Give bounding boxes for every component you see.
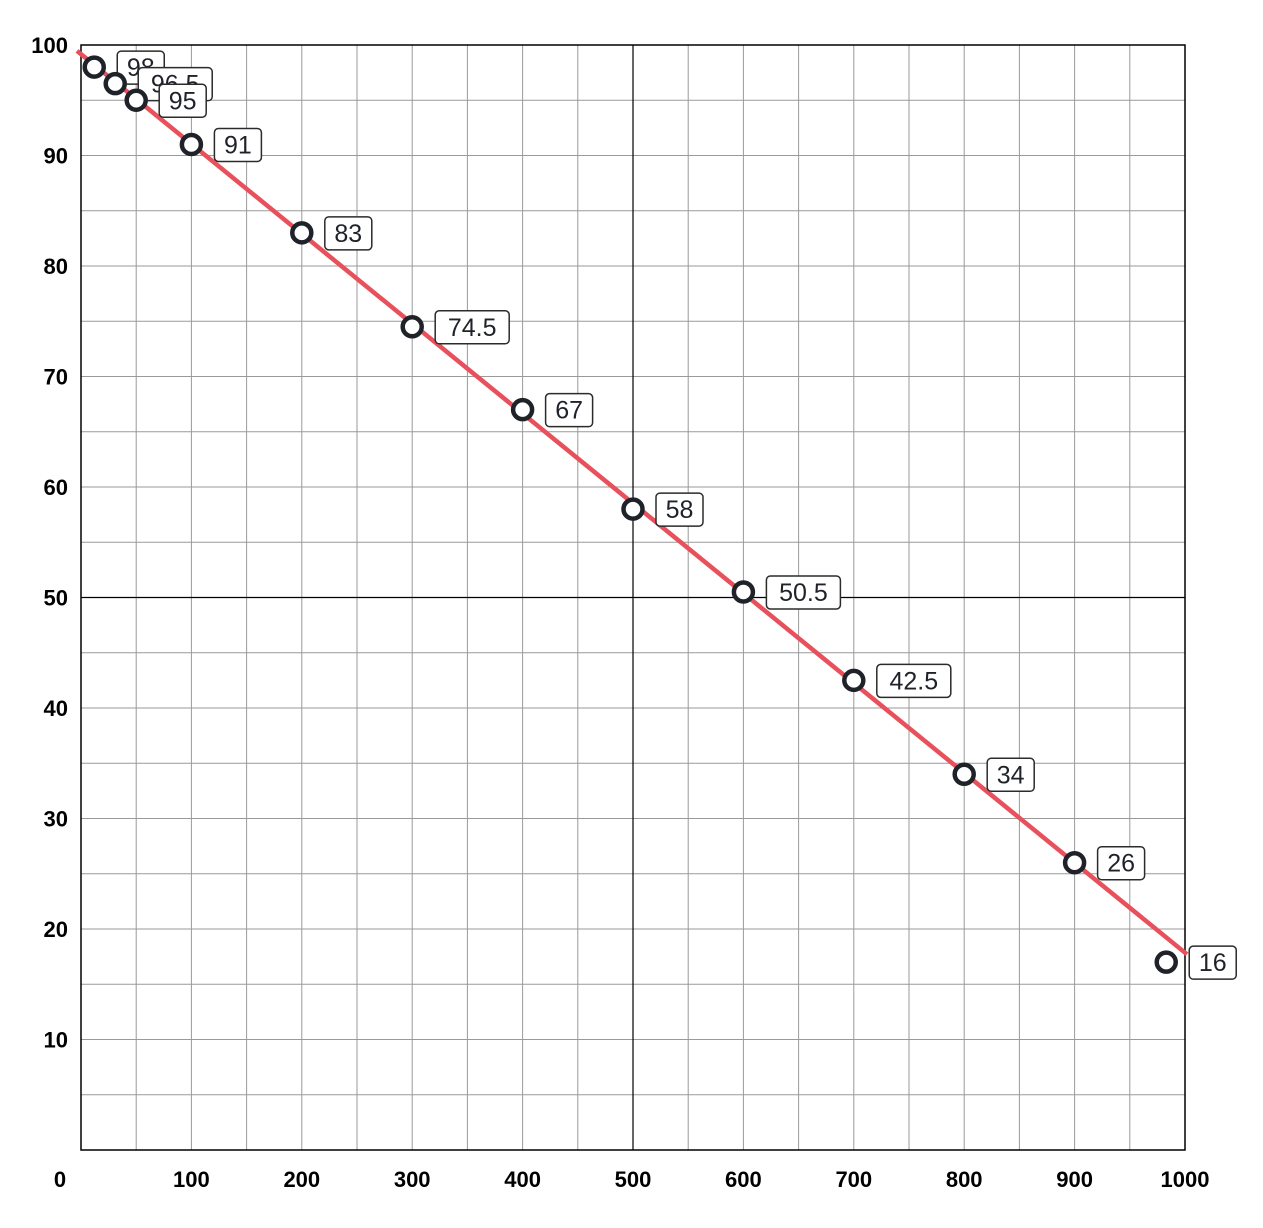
data-label-box xyxy=(986,757,1035,793)
data-label: 42.5 xyxy=(876,663,952,699)
data-label: 95 xyxy=(158,83,207,118)
data-label: 58 xyxy=(655,492,704,527)
data-label: 34 xyxy=(986,757,1035,793)
data-label-box xyxy=(1096,845,1146,881)
x-tick-label: 400 xyxy=(504,1167,541,1192)
x-tick-label: 900 xyxy=(1056,1167,1093,1192)
x-tick-label: 600 xyxy=(725,1167,762,1192)
data-label: 26 xyxy=(1096,845,1146,881)
y-tick-label: 50 xyxy=(44,586,68,611)
data-point xyxy=(510,397,535,422)
y-tick-label: 80 xyxy=(44,254,68,279)
data-label-text: 91 xyxy=(224,131,252,159)
data-label-box xyxy=(324,216,373,251)
y-tick-label: 60 xyxy=(44,475,68,500)
y-tick-label: 90 xyxy=(44,144,68,169)
data-label-box xyxy=(544,392,594,428)
x-tick-label: 0 xyxy=(54,1167,66,1192)
x-tick-label: 200 xyxy=(283,1167,320,1192)
plot-frame xyxy=(80,44,1186,1151)
data-point xyxy=(731,580,756,604)
data-label-text: 34 xyxy=(997,761,1025,789)
data-label-text: 26 xyxy=(1107,850,1135,878)
data-point xyxy=(952,762,976,787)
data-point xyxy=(103,71,127,96)
data-point xyxy=(1062,850,1087,875)
data-point xyxy=(124,88,148,112)
data-point xyxy=(621,497,645,521)
data-label-text: 58 xyxy=(666,496,694,524)
data-point xyxy=(1154,950,1178,974)
x-tick-label: 300 xyxy=(394,1167,431,1192)
x-tick-label: 1000 xyxy=(1161,1167,1210,1192)
tick-labels: 0 100 200 300 400 500 600 700 800 900 1000 10 20 30 40… xyxy=(31,33,1209,1192)
data-label-text: 95 xyxy=(169,87,197,115)
data-point xyxy=(179,132,204,157)
data-label-box xyxy=(1188,945,1237,980)
data-label: 50.5 xyxy=(765,575,842,610)
data-label: 16 xyxy=(1188,945,1237,980)
axes xyxy=(80,44,1186,1151)
data-label-box xyxy=(655,492,704,527)
data-label-text: 83 xyxy=(334,220,362,248)
y-tick-label: 70 xyxy=(44,365,68,390)
data-point xyxy=(82,55,106,79)
data-label-text: 16 xyxy=(1199,949,1227,977)
data-point xyxy=(290,221,314,245)
data-label-box xyxy=(158,83,207,118)
data-label: 83 xyxy=(324,216,373,251)
data-label: 74.5 xyxy=(434,310,510,345)
grid xyxy=(81,45,1185,1150)
data-points xyxy=(82,55,1178,974)
data-label-box xyxy=(765,575,842,610)
y-tick-label: 30 xyxy=(44,807,68,832)
x-tick-label: 500 xyxy=(615,1167,652,1192)
data-label-box xyxy=(434,310,510,345)
data-label-text: 74.5 xyxy=(448,314,497,342)
data-label: 91 xyxy=(213,127,263,163)
x-tick-label: 800 xyxy=(946,1167,983,1192)
y-tick-label: 20 xyxy=(44,917,68,942)
x-tick-label: 100 xyxy=(173,1167,210,1192)
y-tick-label: 40 xyxy=(44,696,68,721)
y-tick-label: 10 xyxy=(44,1028,68,1053)
data-label-text: 42.5 xyxy=(889,667,938,695)
data-label-box xyxy=(213,127,263,163)
data-label-box xyxy=(876,663,952,699)
data-label-text: 67 xyxy=(555,397,583,425)
data-label-text: 50.5 xyxy=(779,579,828,607)
y-tick-label: 100 xyxy=(31,33,68,58)
data-point xyxy=(842,668,866,693)
x-tick-label: 700 xyxy=(835,1167,872,1192)
data-point xyxy=(400,315,424,339)
data-label: 67 xyxy=(544,392,594,428)
